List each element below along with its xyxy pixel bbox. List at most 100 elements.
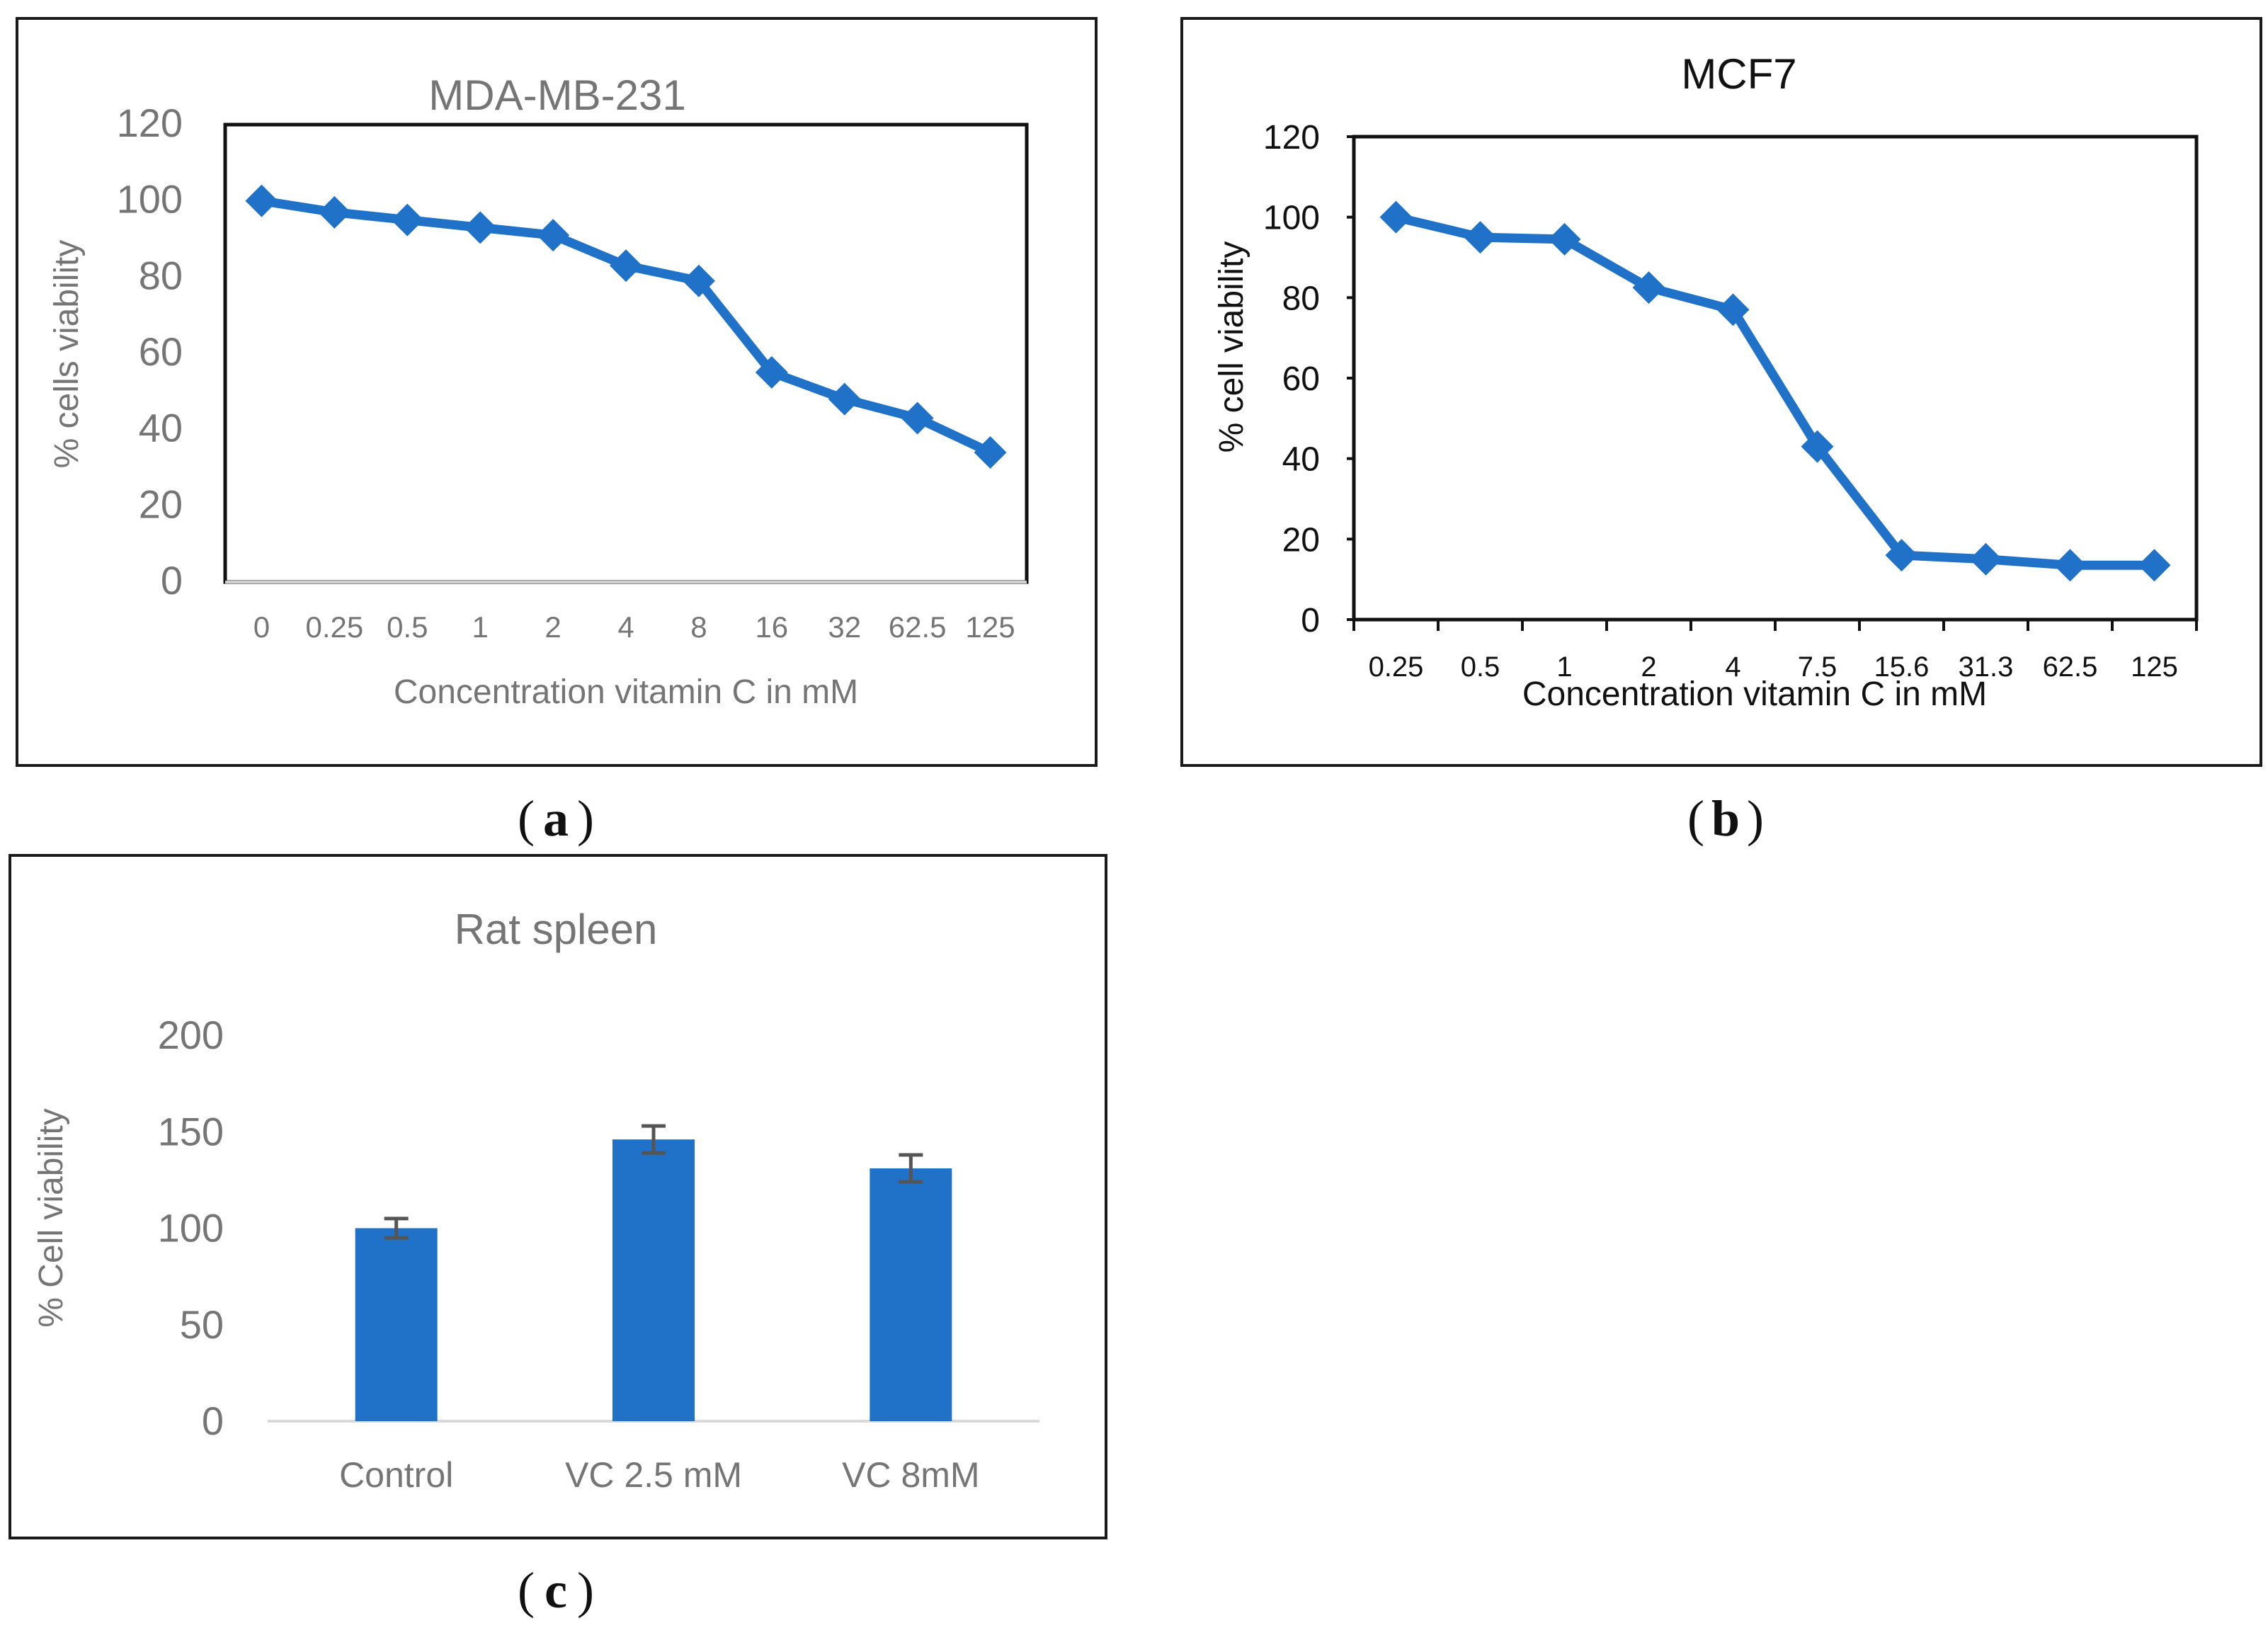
chart-c-y-tick-label: 100 bbox=[158, 1206, 224, 1251]
chart-b-x-tick-label: 62.5 bbox=[2043, 651, 2098, 683]
panel-b-label: b bbox=[1711, 790, 1740, 847]
chart-a-y-tick-label: 60 bbox=[139, 329, 183, 374]
chart-b-data-point bbox=[1548, 222, 1581, 256]
chart-b-x-axis bbox=[1352, 617, 2198, 631]
chart-a-x-tick-label: 2 bbox=[545, 610, 561, 644]
chart-c-x-tick-label: VC 2.5 mM bbox=[565, 1455, 742, 1495]
chart-a-data-point bbox=[464, 211, 497, 244]
chart-a-data-point bbox=[682, 264, 715, 297]
chart-b-y-tick-label: 80 bbox=[1282, 280, 1320, 317]
chart-a-x-tick-label: 4 bbox=[617, 610, 634, 644]
panel-c: Rat spleen 0 50 100 150 200 Control VC 2.5 mM… bbox=[8, 854, 1107, 1539]
chart-a-x-tick-label: 125 bbox=[966, 610, 1015, 644]
chart-b-x-tick-label: 7.5 bbox=[1798, 651, 1837, 683]
chart-b-y-tick-label: 60 bbox=[1282, 360, 1320, 398]
chart-c-y-tick-labels: 0 50 100 150 200 bbox=[158, 1013, 224, 1443]
chart-b-data-point bbox=[2053, 549, 2087, 582]
chart-a-series bbox=[245, 184, 1007, 469]
chart-a-y-tick-label: 80 bbox=[139, 253, 183, 297]
chart-a-y-tick-label: 0 bbox=[161, 558, 183, 603]
panel-a-frame bbox=[16, 17, 1098, 767]
chart-a-data-point bbox=[318, 195, 351, 229]
chart-c-x-tick-label: Control bbox=[339, 1455, 453, 1495]
chart-a-data-point bbox=[610, 249, 642, 283]
panel-a-caption: ( a ) bbox=[518, 790, 594, 847]
chart-b-x-tick-label: 0.25 bbox=[1369, 651, 1424, 683]
chart-b-y-tick-label: 100 bbox=[1263, 200, 1320, 237]
chart-c-title: Rat spleen bbox=[455, 906, 658, 953]
chart-b-data-point bbox=[1716, 293, 1750, 326]
panel-b: MCF7 0 20 40 60 80 100 120 0.25 0.5 1 2 4 7.5 15.6 31… bbox=[1180, 17, 2262, 767]
chart-b-y-axis-label: % cell viability bbox=[1213, 241, 1250, 453]
chart-a-y-tick-label: 40 bbox=[139, 406, 183, 450]
chart-a-x-tick-labels: 0 0.25 0.5 1 2 4 8 16 32 62.5 125 bbox=[253, 610, 1015, 644]
chart-b-y-tick-label: 40 bbox=[1282, 441, 1320, 479]
chart-c-bar bbox=[612, 1139, 695, 1421]
chart-b-data-point bbox=[2138, 549, 2171, 582]
chart-c-y-tick-label: 200 bbox=[158, 1013, 224, 1057]
chart-a-x-tick-label: 32 bbox=[828, 610, 861, 644]
chart-b-data-point bbox=[1969, 542, 2002, 576]
chart-a-data-point bbox=[828, 382, 861, 416]
panel-c-label: c bbox=[545, 1562, 567, 1619]
chart-b-x-tick-label: 0.5 bbox=[1461, 651, 1500, 683]
chart-b-series bbox=[1379, 200, 2171, 582]
chart-a-y-tick-label: 100 bbox=[117, 177, 183, 222]
panel-a: MDA-MB-231 0 20 40 60 80 100 120 0 0.25 0.5 1 2 4 8 1… bbox=[16, 17, 1098, 767]
svg-text:(: ( bbox=[518, 790, 535, 847]
svg-text:): ) bbox=[577, 790, 594, 847]
svg-text:(: ( bbox=[518, 1562, 535, 1619]
chart-a-y-tick-label: 20 bbox=[139, 482, 183, 526]
svg-text:(: ( bbox=[1687, 790, 1704, 847]
chart-b-x-tick-label: 4 bbox=[1725, 651, 1740, 683]
chart-c-bar bbox=[870, 1168, 952, 1421]
chart-b-x-tick-label: 2 bbox=[1641, 651, 1656, 683]
svg-text:): ) bbox=[1747, 790, 1764, 847]
chart-a-x-tick-label: 62.5 bbox=[889, 610, 947, 644]
chart-a-x-tick-label: 8 bbox=[690, 610, 707, 644]
chart-b-series-line bbox=[1391, 212, 2159, 570]
chart-c-y-tick-label: 50 bbox=[180, 1302, 224, 1347]
chart-b-data-point bbox=[1885, 539, 1918, 572]
chart-a-x-axis-label: Concentration vitamin C in mM bbox=[394, 673, 858, 711]
chart-b-data-point bbox=[1464, 221, 1497, 254]
chart-c-bar bbox=[355, 1228, 438, 1421]
chart-b-x-tick-label: 125 bbox=[2131, 651, 2178, 683]
panel-b-frame bbox=[1180, 17, 2262, 767]
chart-a-y-axis-label: % cells viability bbox=[48, 240, 86, 469]
chart-a-title: MDA-MB-231 bbox=[428, 72, 685, 119]
chart-a-x-tick-label: 0.25 bbox=[305, 610, 363, 644]
chart-b-y-tick-label: 0 bbox=[1301, 602, 1320, 639]
chart-a-data-point bbox=[974, 435, 1007, 469]
panel-c-caption: ( c ) bbox=[518, 1562, 594, 1619]
chart-b-x-tick-labels: 0.25 0.5 1 2 4 7.5 15.6 31.3 62.5 125 bbox=[1369, 651, 2178, 683]
chart-b-y-tick-labels: 0 20 40 60 80 100 120 bbox=[1263, 119, 1354, 639]
chart-b-x-axis-label: Concentration vitamin C in mM bbox=[1522, 676, 1987, 713]
chart-b-x-tick-label: 1 bbox=[1556, 651, 1572, 683]
chart-c-bars bbox=[355, 1124, 952, 1421]
chart-a-x-tick-label: 0 bbox=[253, 610, 270, 644]
chart-a-y-tick-labels: 0 20 40 60 80 100 120 bbox=[117, 101, 183, 603]
chart-a-x-tick-label: 16 bbox=[755, 610, 788, 644]
chart-a-data-point bbox=[245, 184, 278, 217]
chart-c-y-tick-label: 0 bbox=[202, 1398, 224, 1443]
chart-b-title: MCF7 bbox=[1681, 50, 1796, 98]
chart-b-data-point bbox=[1632, 271, 1665, 304]
chart-b-x-tick-label: 31.3 bbox=[1959, 651, 2014, 683]
chart-a-data-point bbox=[537, 219, 570, 252]
chart-b-data-point bbox=[1379, 200, 1413, 234]
chart-a-data-point bbox=[755, 355, 788, 389]
chart-c-y-axis-label: % Cell viability bbox=[33, 1108, 70, 1327]
chart-b-data-point bbox=[1801, 430, 1834, 463]
chart-b-x-tick-label: 15.6 bbox=[1874, 651, 1930, 683]
chart-c-x-tick-labels: Control VC 2.5 mM VC 8mM bbox=[339, 1455, 979, 1495]
panel-a-label: a bbox=[543, 790, 569, 847]
chart-a-data-point bbox=[901, 401, 934, 435]
svg-text:): ) bbox=[577, 1562, 594, 1619]
panel-b-caption: ( b ) bbox=[1687, 790, 1764, 847]
chart-a-x-tick-label: 1 bbox=[472, 610, 489, 644]
chart-c-y-tick-label: 150 bbox=[158, 1109, 224, 1153]
chart-b-y-tick-label: 20 bbox=[1282, 521, 1320, 559]
chart-c-x-tick-label: VC 8mM bbox=[842, 1455, 979, 1495]
